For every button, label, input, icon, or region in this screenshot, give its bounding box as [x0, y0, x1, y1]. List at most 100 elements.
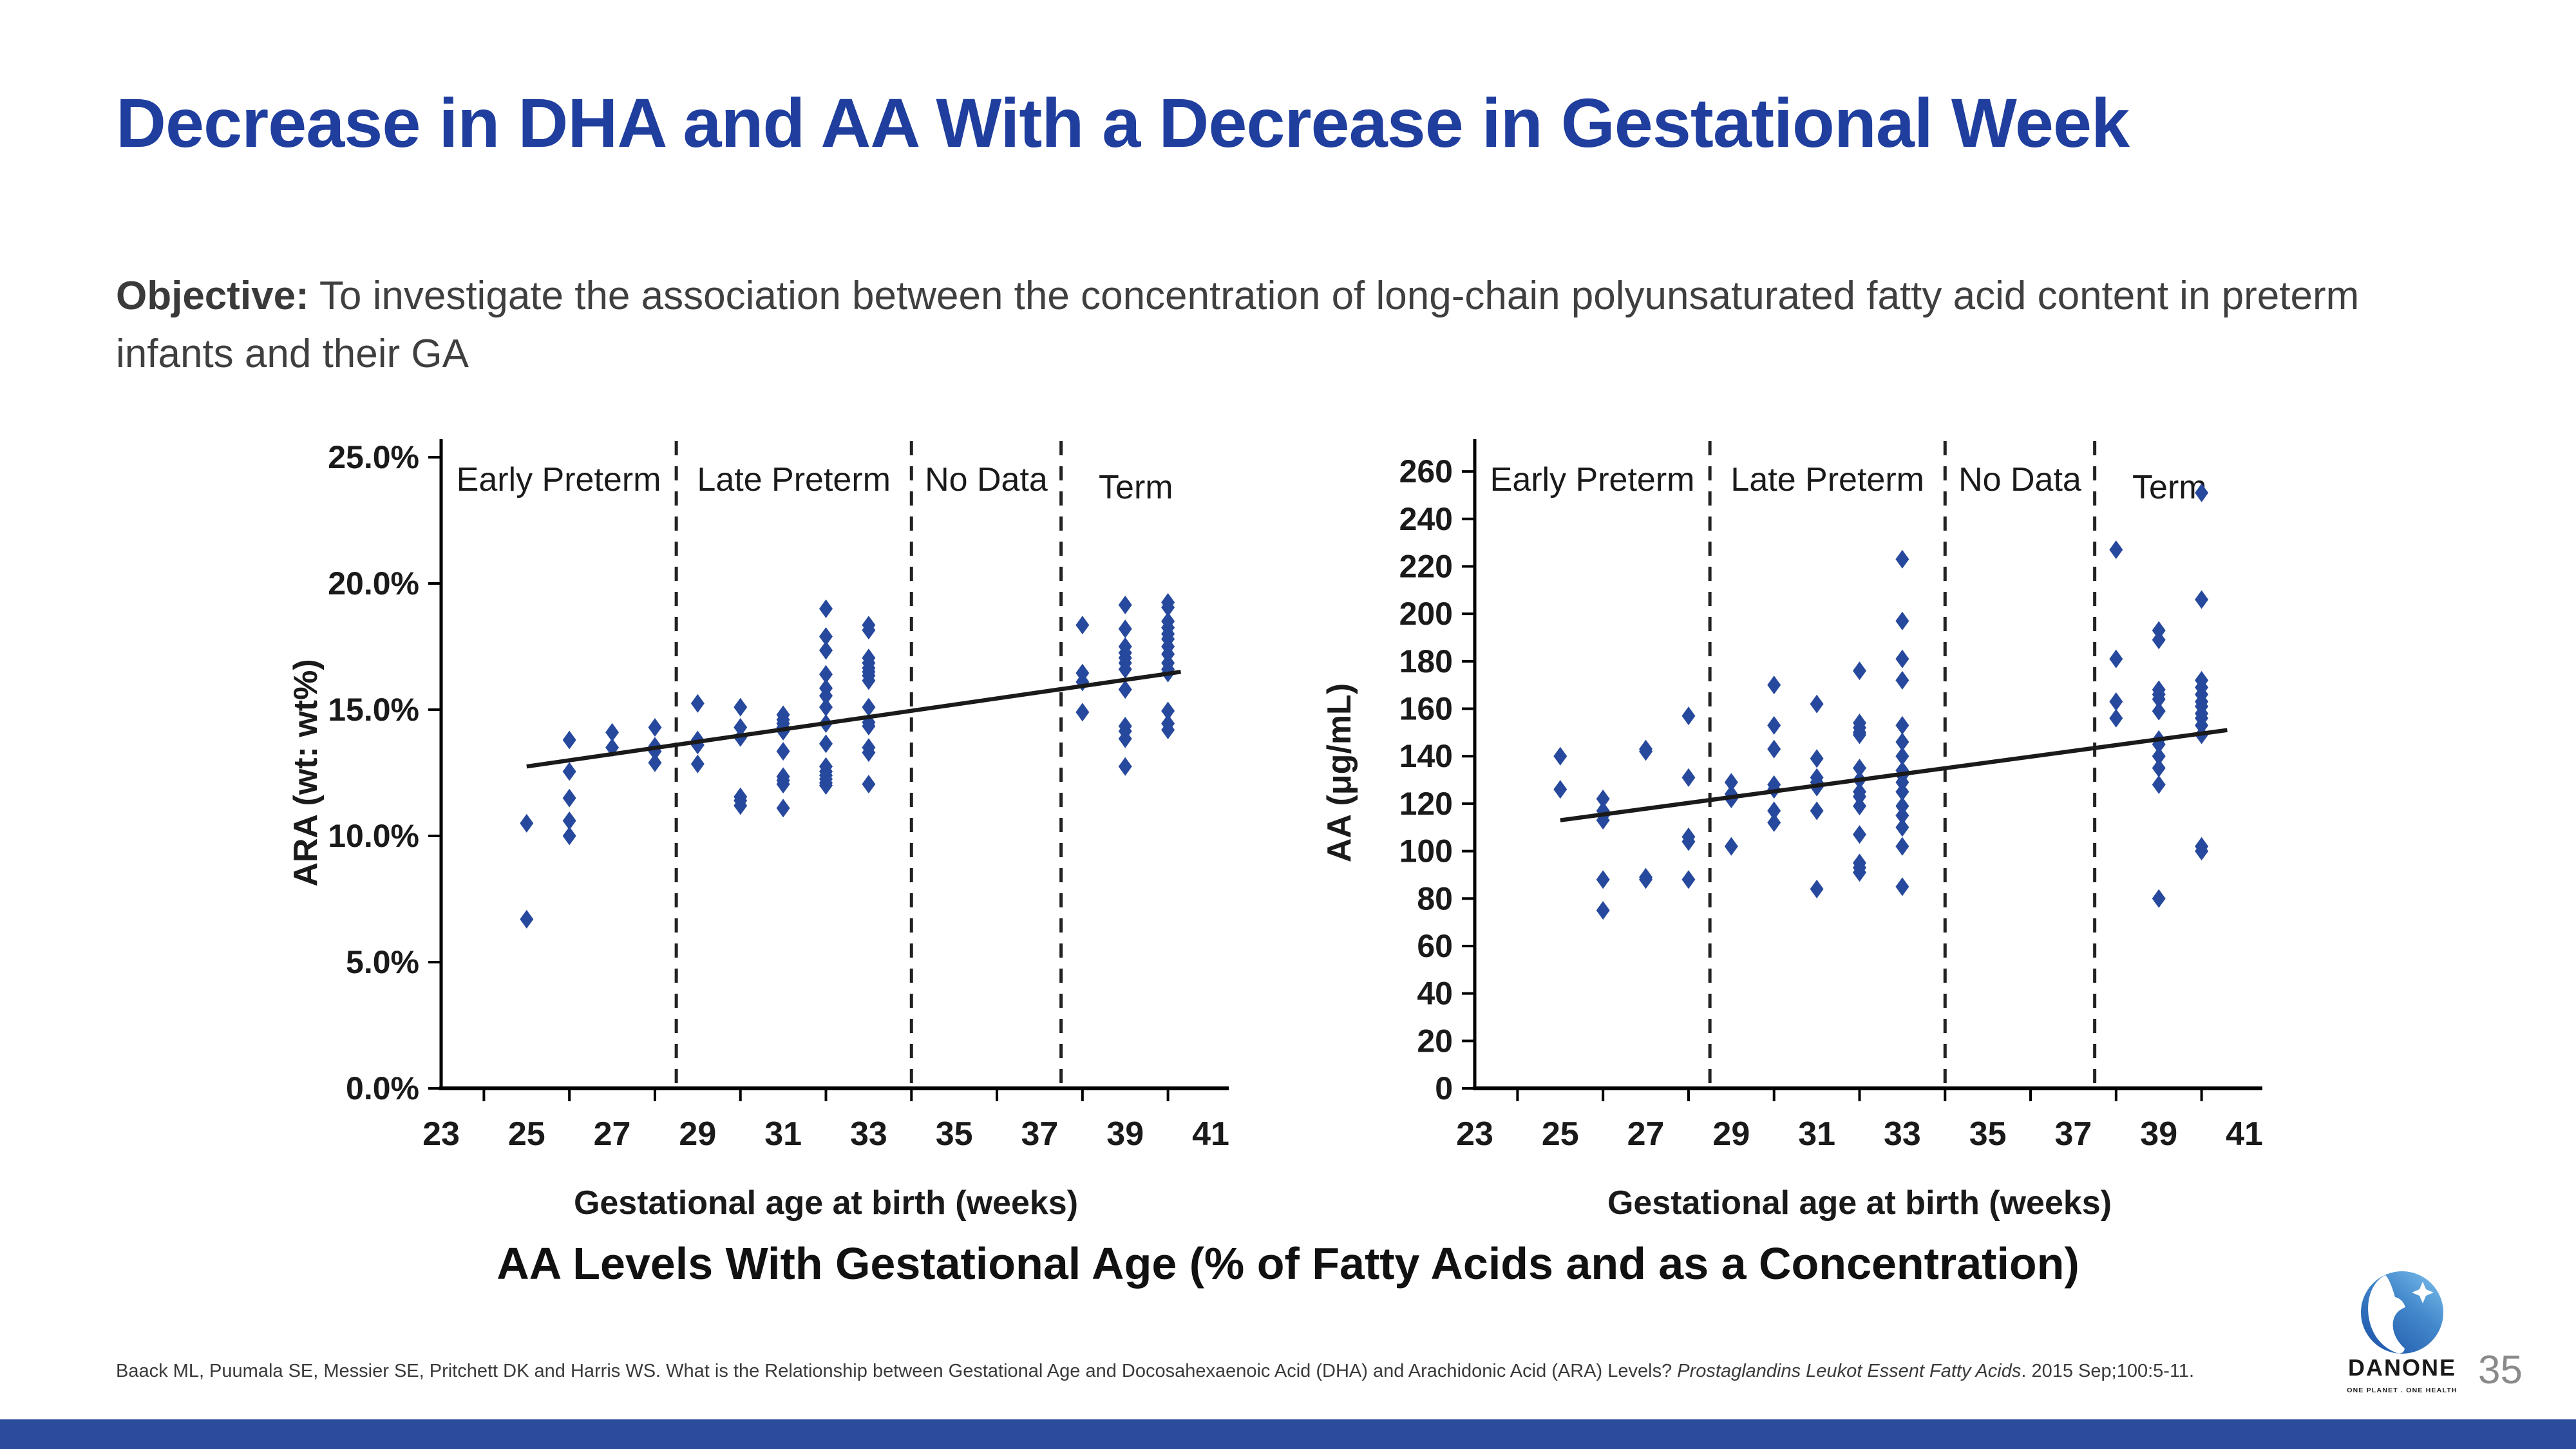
danone-logo-svg: DANONE ONE PLANET . ONE HEALTH	[2347, 1271, 2458, 1394]
scatter-point	[1895, 877, 1909, 896]
scatter-point	[2152, 746, 2166, 766]
region-label: No Data	[1958, 461, 2081, 498]
scatter-point	[1724, 773, 1738, 792]
scatter-point	[862, 743, 876, 762]
scatter-point	[1118, 757, 1132, 776]
scatter-point	[734, 796, 748, 815]
y-tick-label: 5.0%	[346, 944, 419, 980]
scatter-point	[776, 799, 790, 818]
scatter-point	[2152, 621, 2166, 640]
y-axis-title: ARA (wt: wt%)	[287, 659, 325, 886]
scatter-point	[1895, 806, 1909, 825]
scatter-point	[1596, 790, 1610, 809]
objective-label: Objective:	[116, 274, 309, 318]
scatter-point	[1767, 715, 1781, 735]
y-tick-label: 200	[1399, 596, 1453, 632]
scatter-point	[2195, 590, 2209, 609]
scatter-point	[1895, 797, 1909, 816]
region-label: Late Preterm	[697, 461, 891, 498]
y-axis-title: AA (μg/mL)	[1321, 683, 1358, 862]
scatter-point	[1853, 661, 1866, 681]
aa-concentration-chart: Early Preterm Late Preterm No Data Term 23 25…	[1311, 396, 2277, 1253]
y-tick-label: 140	[1399, 738, 1453, 774]
scatter-point	[2109, 708, 2123, 728]
y-tick-label: 260	[1399, 453, 1453, 489]
scatter-point	[1118, 680, 1132, 699]
x-tick-label: 33	[1884, 1115, 1921, 1153]
x-tick-label: 23	[1456, 1115, 1493, 1153]
y-tick-label: 15.0%	[328, 692, 419, 728]
y-tick-label: 100	[1399, 833, 1453, 869]
scatter-point	[2109, 692, 2123, 711]
x-axis-title: Gestational age at birth (weeks)	[1607, 1184, 2112, 1222]
scatter-point	[2152, 701, 2166, 721]
scatter-point	[1895, 773, 1909, 792]
scatter-point	[1895, 732, 1909, 752]
scatter-point	[2152, 889, 2166, 908]
scatter-point	[862, 716, 876, 735]
x-tick-label: 37	[2055, 1115, 2092, 1153]
scatter-point	[1767, 739, 1781, 759]
scatter-point	[1895, 715, 1909, 735]
page-number: 35	[2478, 1348, 2523, 1392]
scatter-point	[1895, 611, 1909, 630]
scatter-point	[1767, 676, 1781, 695]
scatter-point	[819, 665, 833, 684]
scatter-point	[1810, 694, 1824, 714]
scatter-point	[862, 671, 876, 690]
scatter-point	[1895, 670, 1909, 690]
scatter-point	[1161, 701, 1175, 721]
x-tick-label: 41	[1192, 1115, 1229, 1153]
logo-face	[2368, 1275, 2405, 1354]
x-tick-label: 35	[1969, 1115, 2007, 1153]
scatter-point	[1853, 759, 1866, 778]
trend-line	[526, 669, 1181, 769]
x-tick-label: 27	[594, 1115, 631, 1153]
x-tick-label: 23	[422, 1115, 460, 1153]
scatter-point	[648, 717, 662, 737]
y-tick-label: 25.0%	[328, 439, 419, 475]
objective-body: To investigate the association between t…	[116, 274, 2360, 376]
y-tick-label: 60	[1417, 928, 1453, 964]
logo-tagline: ONE PLANET . ONE HEALTH	[2347, 1387, 2458, 1394]
scatter-point	[1161, 598, 1175, 617]
y-tick-label: 10.0%	[328, 818, 419, 854]
scatter-point	[1681, 832, 1696, 851]
scatter-point	[2152, 775, 2166, 794]
region-label: Term	[1099, 469, 1173, 506]
figure-caption: AA Levels With Gestational Age (% of Fat…	[497, 1238, 2079, 1289]
x-tick-label: 37	[1021, 1115, 1059, 1153]
scatter-point	[1853, 787, 1866, 806]
scatter-point	[1681, 706, 1696, 726]
danone-logo: DANONE ONE PLANET . ONE HEALTH	[2343, 1269, 2461, 1404]
y-tick-label: 220	[1399, 548, 1453, 584]
scatter-point	[2152, 630, 2166, 650]
scatter-point	[1767, 813, 1781, 832]
scatter-point	[819, 697, 833, 717]
scatter-point	[562, 762, 576, 781]
citation-prefix: Baack ML, Puumala SE, Messier SE, Pritch…	[116, 1361, 1678, 1381]
citation: Baack ML, Puumala SE, Messier SE, Pritch…	[116, 1356, 2215, 1386]
scatter-point	[819, 599, 833, 618]
scatter-point	[2109, 540, 2123, 560]
scatter-point	[1810, 749, 1824, 768]
scatter-point	[734, 697, 748, 717]
x-tick-label: 25	[1542, 1115, 1579, 1153]
scatter-point	[1681, 870, 1696, 889]
scatter-point	[562, 730, 576, 750]
scatter-point	[1075, 703, 1090, 722]
y-tick-label: 240	[1399, 501, 1453, 537]
scatter-point	[690, 754, 705, 773]
scatter-point	[862, 697, 876, 717]
scatter-point	[776, 742, 790, 761]
scatter-point	[1553, 780, 1567, 799]
y-tick-label: 160	[1399, 691, 1453, 727]
scatter-point	[1853, 863, 1866, 882]
scatter-point	[1895, 782, 1909, 801]
x-tick-label: 29	[1712, 1115, 1750, 1153]
region-label: Early Preterm	[457, 461, 661, 498]
scatter-point	[1681, 768, 1696, 787]
scatter-point	[562, 826, 576, 846]
scatter-point	[862, 621, 876, 640]
